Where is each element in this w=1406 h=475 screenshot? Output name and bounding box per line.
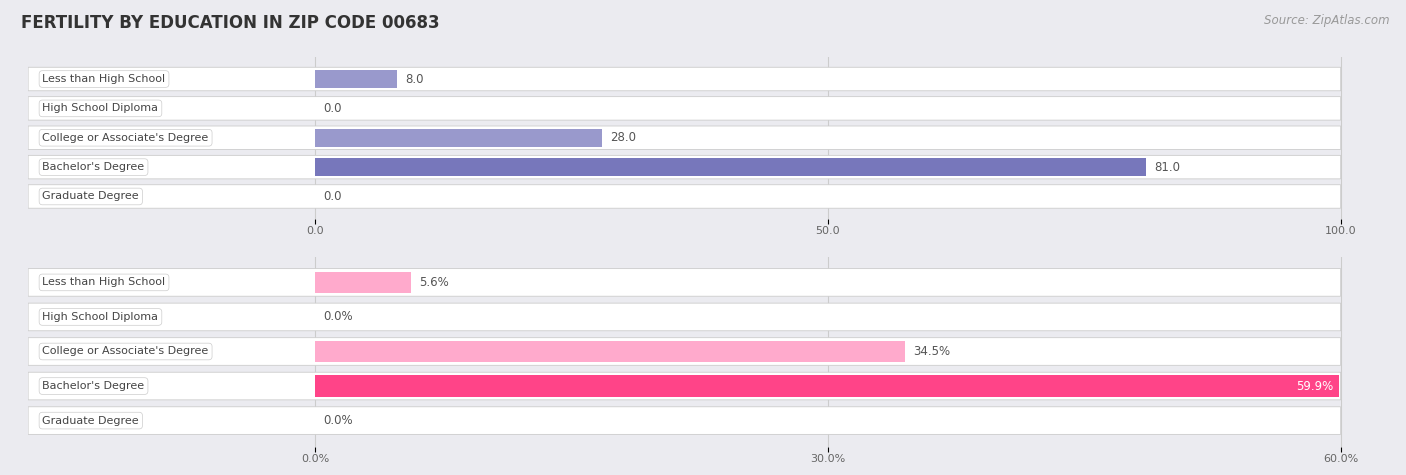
Text: Less than High School: Less than High School bbox=[42, 277, 166, 287]
Text: 34.5%: 34.5% bbox=[912, 345, 950, 358]
FancyBboxPatch shape bbox=[28, 338, 1341, 365]
FancyBboxPatch shape bbox=[28, 303, 1341, 331]
Text: 0.0: 0.0 bbox=[323, 102, 342, 115]
Text: 0.0%: 0.0% bbox=[323, 414, 353, 427]
Text: High School Diploma: High School Diploma bbox=[42, 312, 159, 322]
Text: Less than High School: Less than High School bbox=[42, 74, 166, 84]
Text: 28.0: 28.0 bbox=[610, 131, 637, 144]
Text: College or Associate's Degree: College or Associate's Degree bbox=[42, 133, 208, 143]
FancyBboxPatch shape bbox=[28, 372, 1341, 400]
FancyBboxPatch shape bbox=[28, 407, 1341, 435]
Bar bbox=[315, 70, 398, 88]
Bar bbox=[315, 158, 1146, 176]
Text: 5.6%: 5.6% bbox=[419, 276, 449, 289]
Bar bbox=[315, 272, 411, 293]
Text: 59.9%: 59.9% bbox=[1296, 380, 1334, 392]
FancyBboxPatch shape bbox=[28, 268, 1341, 296]
Text: 0.0%: 0.0% bbox=[323, 311, 353, 323]
FancyBboxPatch shape bbox=[28, 67, 1341, 91]
FancyBboxPatch shape bbox=[28, 126, 1341, 150]
Bar bbox=[315, 129, 602, 147]
Text: High School Diploma: High School Diploma bbox=[42, 104, 159, 114]
FancyBboxPatch shape bbox=[28, 185, 1341, 208]
Text: FERTILITY BY EDUCATION IN ZIP CODE 00683: FERTILITY BY EDUCATION IN ZIP CODE 00683 bbox=[21, 14, 440, 32]
FancyBboxPatch shape bbox=[28, 96, 1341, 120]
Text: Bachelor's Degree: Bachelor's Degree bbox=[42, 381, 145, 391]
Text: 8.0: 8.0 bbox=[405, 73, 425, 86]
Text: College or Associate's Degree: College or Associate's Degree bbox=[42, 346, 208, 357]
Text: Bachelor's Degree: Bachelor's Degree bbox=[42, 162, 145, 172]
Text: 81.0: 81.0 bbox=[1154, 161, 1180, 174]
Text: Source: ZipAtlas.com: Source: ZipAtlas.com bbox=[1264, 14, 1389, 27]
Text: Graduate Degree: Graduate Degree bbox=[42, 416, 139, 426]
FancyBboxPatch shape bbox=[28, 155, 1341, 179]
Text: 0.0: 0.0 bbox=[323, 190, 342, 203]
Bar bbox=[315, 341, 905, 362]
Text: Graduate Degree: Graduate Degree bbox=[42, 191, 139, 201]
Bar bbox=[315, 375, 1339, 397]
